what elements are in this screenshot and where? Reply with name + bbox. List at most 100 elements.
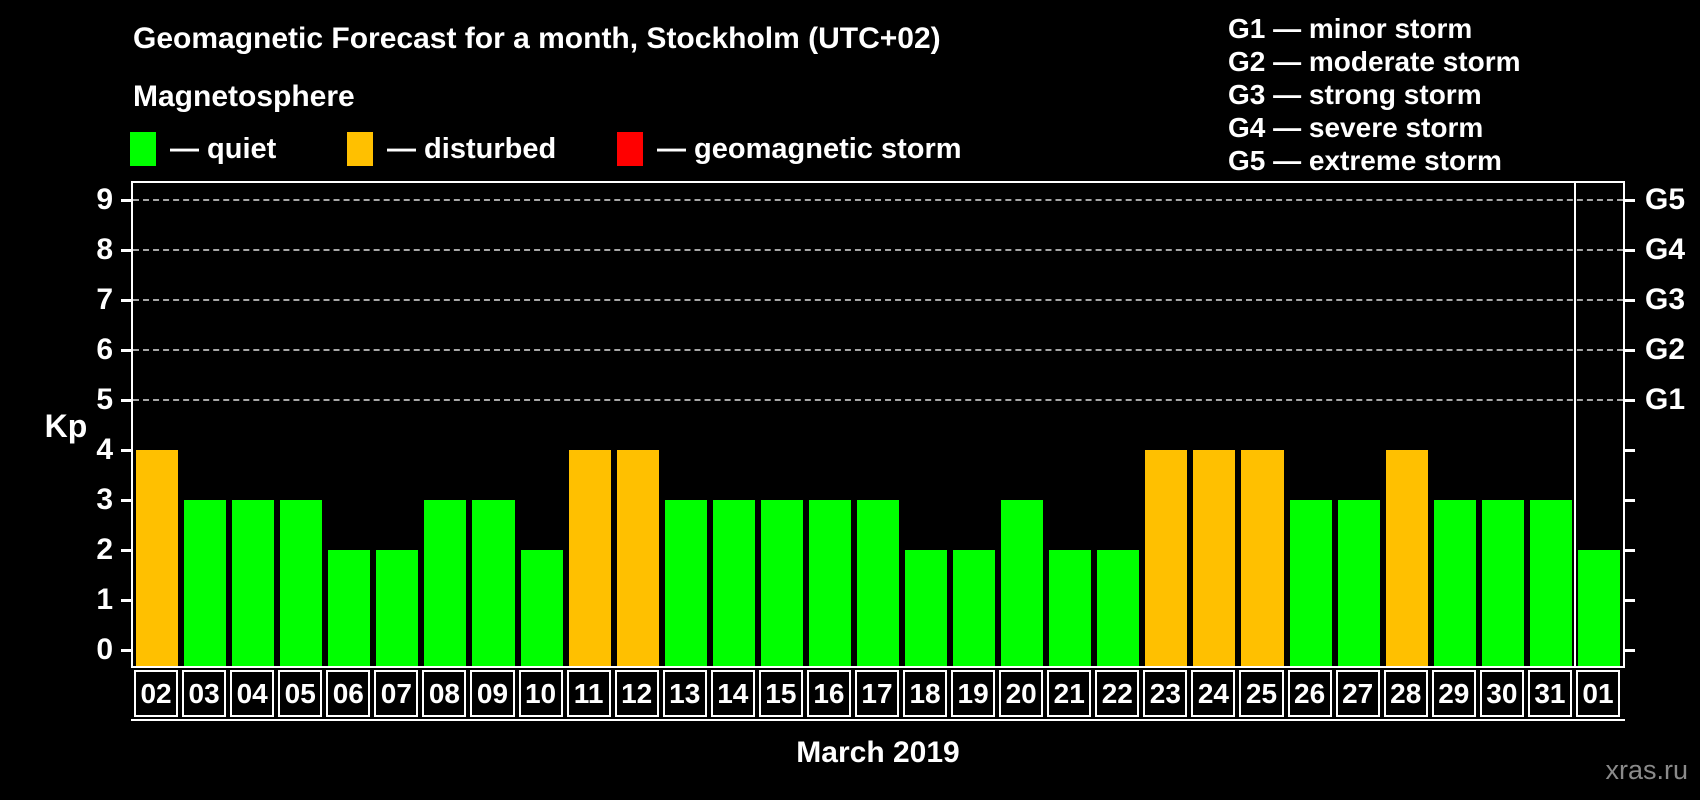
day-label-29: 29 xyxy=(1431,670,1476,717)
kp-bar-day-18 xyxy=(905,550,948,666)
legend-item-storm: — geomagnetic storm xyxy=(617,131,962,167)
kp-tick-left xyxy=(121,249,131,252)
kp-bar-day-16 xyxy=(808,500,851,666)
day-label-18: 18 xyxy=(903,670,948,717)
gridline-kp6 xyxy=(133,349,1623,351)
day-label-13: 13 xyxy=(662,670,707,717)
kp-tick-right xyxy=(1625,449,1635,452)
g-level-label-g2: G2 xyxy=(1645,333,1686,366)
day-label-10: 10 xyxy=(518,670,563,717)
gridline-kp9 xyxy=(133,199,1623,201)
day-label-31: 31 xyxy=(1527,670,1572,717)
kp-bar-day-15 xyxy=(760,500,803,666)
kp-bar-day-22 xyxy=(1097,550,1140,666)
kp-bar-day-03 xyxy=(184,500,227,666)
kp-tick-right xyxy=(1625,249,1635,252)
day-label-row: 02 03 04 05 06 07 08 09 10 11 12 13 14 15 16 17 18 19 20 21… xyxy=(131,670,1625,717)
day-label-01: 01 xyxy=(1575,670,1620,717)
kp-tick-label: 8 xyxy=(96,233,113,266)
kp-bar-day-24 xyxy=(1193,450,1236,666)
legend-item-label: — geomagnetic storm xyxy=(657,132,962,165)
kp-bar-day-01 xyxy=(1577,550,1620,666)
kp-bar-day-08 xyxy=(424,500,467,666)
kp-axis-title: Kp xyxy=(44,408,88,444)
x-axis-baseline xyxy=(131,719,1625,721)
kp-tick-right xyxy=(1625,599,1635,602)
day-label-28: 28 xyxy=(1383,670,1428,717)
legend-item-label: — quiet xyxy=(170,132,277,165)
kp-bar-day-25 xyxy=(1241,450,1284,666)
gridline-kp7 xyxy=(133,299,1623,301)
kp-bar-day-27 xyxy=(1337,500,1380,666)
kp-bar-day-20 xyxy=(1001,500,1044,666)
kp-tick-left xyxy=(121,499,131,502)
day-label-17: 17 xyxy=(854,670,900,717)
day-label-27: 27 xyxy=(1335,670,1380,717)
kp-tick-left xyxy=(121,299,131,302)
kp-tick-label: 1 xyxy=(96,583,113,616)
kp-bar-day-28 xyxy=(1385,450,1428,666)
day-label-24: 24 xyxy=(1191,670,1236,717)
day-label-30: 30 xyxy=(1479,670,1524,717)
quiet-color-swatch xyxy=(130,132,156,166)
kp-bar-day-30 xyxy=(1481,500,1524,666)
day-label-06: 06 xyxy=(326,670,371,717)
kp-tick-label: 4 xyxy=(96,433,113,466)
kp-bar-day-09 xyxy=(472,500,515,666)
kp-tick-label: 5 xyxy=(96,383,113,416)
kp-bar-day-13 xyxy=(664,500,707,666)
page-title: Geomagnetic Forecast for a month, Stockh… xyxy=(133,22,941,55)
day-label-25: 25 xyxy=(1239,670,1284,717)
kp-bar-day-23 xyxy=(1145,450,1188,666)
day-label-16: 16 xyxy=(806,670,851,717)
g-level-label-g5: G5 xyxy=(1645,183,1686,216)
day-label-03: 03 xyxy=(182,670,227,717)
kp-tick-right xyxy=(1625,199,1635,202)
kp-bar-day-26 xyxy=(1289,500,1332,666)
kp-tick-left xyxy=(121,549,131,552)
kp-tick-label: 6 xyxy=(96,333,113,366)
storm-scale-line-g3: G3 — strong storm xyxy=(1228,79,1482,110)
legend-item-disturbed: — disturbed xyxy=(347,131,556,167)
kp-bar-day-14 xyxy=(712,500,755,666)
day-label-05: 05 xyxy=(278,670,323,717)
gridline-kp8 xyxy=(133,249,1623,251)
kp-tick-left xyxy=(121,399,131,402)
kp-bar-day-06 xyxy=(328,550,371,666)
kp-tick-right xyxy=(1625,349,1635,352)
kp-bar-day-10 xyxy=(520,550,563,666)
kp-tick-right xyxy=(1625,299,1635,302)
day-label-08: 08 xyxy=(422,670,467,717)
kp-bar-day-17 xyxy=(856,500,900,666)
legend-item-label: — disturbed xyxy=(387,132,557,165)
kp-tick-right xyxy=(1625,499,1635,502)
storm-scale-line-g4: G4 — severe storm xyxy=(1228,112,1484,143)
disturbed-color-swatch xyxy=(347,132,373,166)
kp-bar-day-21 xyxy=(1049,550,1092,666)
kp-tick-left xyxy=(121,599,131,602)
day-label-12: 12 xyxy=(614,670,659,717)
kp-bar-day-05 xyxy=(280,500,323,666)
kp-tick-label: 2 xyxy=(96,533,113,566)
kp-tick-right xyxy=(1625,549,1635,552)
kp-tick-right xyxy=(1625,649,1635,652)
kp-bar-day-12 xyxy=(616,450,659,666)
day-label-14: 14 xyxy=(710,670,755,717)
day-label-07: 07 xyxy=(374,670,419,717)
xras-watermark: xras.ru xyxy=(1605,755,1688,785)
day-label-02: 02 xyxy=(134,670,179,717)
day-label-23: 23 xyxy=(1143,670,1188,717)
kp-bar-day-19 xyxy=(953,550,996,666)
kp-tick-label: 9 xyxy=(96,183,113,216)
day-label-09: 09 xyxy=(470,670,515,717)
kp-tick-left xyxy=(121,199,131,202)
kp-bar-day-02 xyxy=(136,450,179,666)
kp-tick-left xyxy=(121,649,131,652)
kp-tick-left xyxy=(121,449,131,452)
storm-scale-legend: G1 — minor storm G2 — moderate storm G3 … xyxy=(1228,12,1521,177)
day-label-21: 21 xyxy=(1047,670,1092,717)
storm-scale-line-g5: G5 — extreme storm xyxy=(1228,145,1502,176)
kp-tick-left xyxy=(121,349,131,352)
status-legend: — quiet — disturbed — geomagnetic storm xyxy=(0,131,1700,167)
